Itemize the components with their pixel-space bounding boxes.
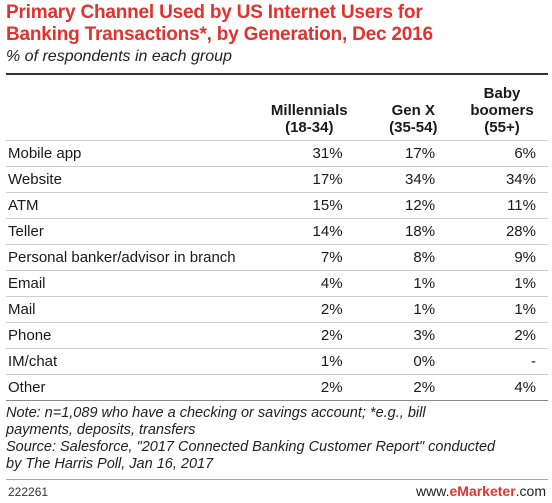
- value-cell: 6%: [514, 144, 536, 162]
- value-cell: 17%: [405, 144, 436, 162]
- title-line-2: Banking Transactions*, by Generation, De…: [6, 24, 433, 45]
- value-cell: 3%: [413, 326, 436, 344]
- value-cell: 31%: [312, 144, 343, 162]
- table-row: Other 2% 2% 4%: [6, 374, 548, 401]
- column-header-genx: Gen X (35-54): [371, 75, 456, 141]
- row-label: ATM: [8, 196, 39, 214]
- column-header-line: Baby: [483, 85, 521, 102]
- value-cell: 9%: [514, 248, 536, 266]
- row-label: Personal banker/advisor in branch: [8, 248, 236, 266]
- column-header-line: boomers: [470, 102, 534, 119]
- value-cell: 2%: [320, 300, 343, 318]
- row-label: Email: [8, 274, 46, 292]
- data-table: Millennials (18-34) Gen X (35-54) Baby b…: [6, 75, 548, 401]
- value-cell: 4%: [320, 274, 343, 292]
- column-header-line: (18-34): [285, 119, 334, 136]
- brand-suffix: .com: [515, 483, 546, 499]
- value-cell: 7%: [320, 248, 343, 266]
- row-label: Mail: [8, 300, 36, 318]
- value-cell: 34%: [405, 170, 436, 188]
- table-row: Personal banker/advisor in branch 7% 8% 9%: [6, 244, 548, 271]
- table-body: Mobile app 31% 17% 6% Website 17% 34% 34% ATM 15%…: [6, 140, 548, 401]
- source-line: Source: Salesforce, "2017 Connected Bank…: [6, 439, 496, 455]
- note-line: Note: n=1,089 who have a checking or sav…: [6, 405, 426, 421]
- source-line: by The Harris Poll, Jan 16, 2017: [6, 456, 214, 472]
- column-header-line: (35-54): [389, 119, 438, 136]
- chart-title: Primary Channel Used by US Internet User…: [6, 2, 548, 46]
- value-cell: 1%: [514, 300, 536, 318]
- value-cell: 1%: [413, 274, 436, 292]
- brand-name: eMarketer: [449, 483, 516, 499]
- value-cell: -: [531, 352, 536, 370]
- value-cell: 28%: [505, 222, 536, 240]
- bottom-divider: [6, 479, 548, 480]
- notes: Note: n=1,089 who have a checking or sav…: [6, 405, 548, 473]
- chart-container: Primary Channel Used by US Internet User…: [6, 2, 548, 503]
- table-row: Phone 2% 3% 2%: [6, 322, 548, 349]
- row-label: Phone: [8, 326, 52, 344]
- header-label-cell: [6, 75, 248, 141]
- value-cell: 12%: [405, 196, 436, 214]
- value-cell: 17%: [312, 170, 343, 188]
- column-header-boomers: Baby boomers (55+): [456, 75, 548, 141]
- value-cell: 8%: [413, 248, 436, 266]
- value-cell: 1%: [514, 274, 536, 292]
- title-line-1: Primary Channel Used by US Internet User…: [6, 2, 423, 23]
- table-row: Mobile app 31% 17% 6%: [6, 140, 548, 167]
- brand-logo: www.eMarketer.com: [416, 483, 546, 499]
- value-cell: 2%: [320, 378, 343, 396]
- table-row: Teller 14% 18% 28%: [6, 218, 548, 245]
- column-header-line: (55+): [484, 119, 520, 136]
- table-row: IM/chat 1% 0% -: [6, 348, 548, 375]
- row-label: Mobile app: [8, 144, 82, 162]
- row-label: Teller: [8, 222, 44, 240]
- note-line: payments, deposits, transfers: [6, 422, 196, 438]
- chart-id: 222261: [8, 485, 49, 499]
- column-header-millennials: Millennials (18-34): [248, 75, 371, 141]
- value-cell: 2%: [413, 378, 436, 396]
- value-cell: 1%: [413, 300, 436, 318]
- header-row: Millennials (18-34) Gen X (35-54) Baby b…: [6, 75, 548, 141]
- row-label: Website: [8, 170, 62, 188]
- row-label: Other: [8, 378, 46, 396]
- table-row: Email 4% 1% 1%: [6, 270, 548, 297]
- value-cell: 2%: [514, 326, 536, 344]
- row-label: IM/chat: [8, 352, 58, 370]
- table-row: Mail 2% 1% 1%: [6, 296, 548, 323]
- top-divider: [6, 73, 548, 75]
- value-cell: 0%: [413, 352, 436, 370]
- table-row: Website 17% 34% 34%: [6, 166, 548, 193]
- value-cell: 4%: [514, 378, 536, 396]
- value-cell: 1%: [320, 352, 343, 370]
- brand-prefix: www.: [416, 483, 450, 499]
- chart-subtitle: % of respondents in each group: [6, 48, 232, 65]
- column-header-line: Gen X: [391, 102, 435, 119]
- value-cell: 14%: [312, 222, 343, 240]
- column-header-line: Millennials: [270, 102, 348, 119]
- value-cell: 11%: [507, 196, 536, 214]
- value-cell: 18%: [405, 222, 436, 240]
- table-row: ATM 15% 12% 11%: [6, 192, 548, 219]
- value-cell: 2%: [320, 326, 343, 344]
- value-cell: 15%: [312, 196, 343, 214]
- value-cell: 34%: [505, 170, 536, 188]
- footer: 222261 www.eMarketer.com: [6, 483, 548, 503]
